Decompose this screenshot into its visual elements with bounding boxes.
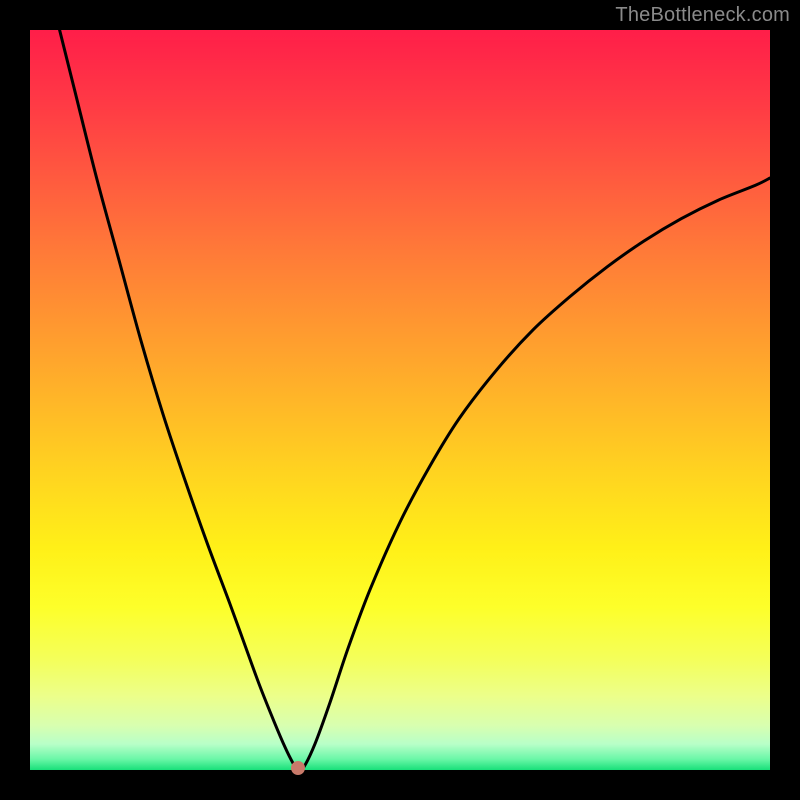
bottleneck-curve bbox=[60, 30, 770, 770]
watermark-text: TheBottleneck.com bbox=[615, 4, 790, 27]
chart-container: TheBottleneck.com bbox=[0, 0, 800, 800]
plot-area bbox=[30, 30, 770, 770]
curve-layer bbox=[30, 30, 770, 770]
optimal-point-marker bbox=[291, 761, 305, 775]
